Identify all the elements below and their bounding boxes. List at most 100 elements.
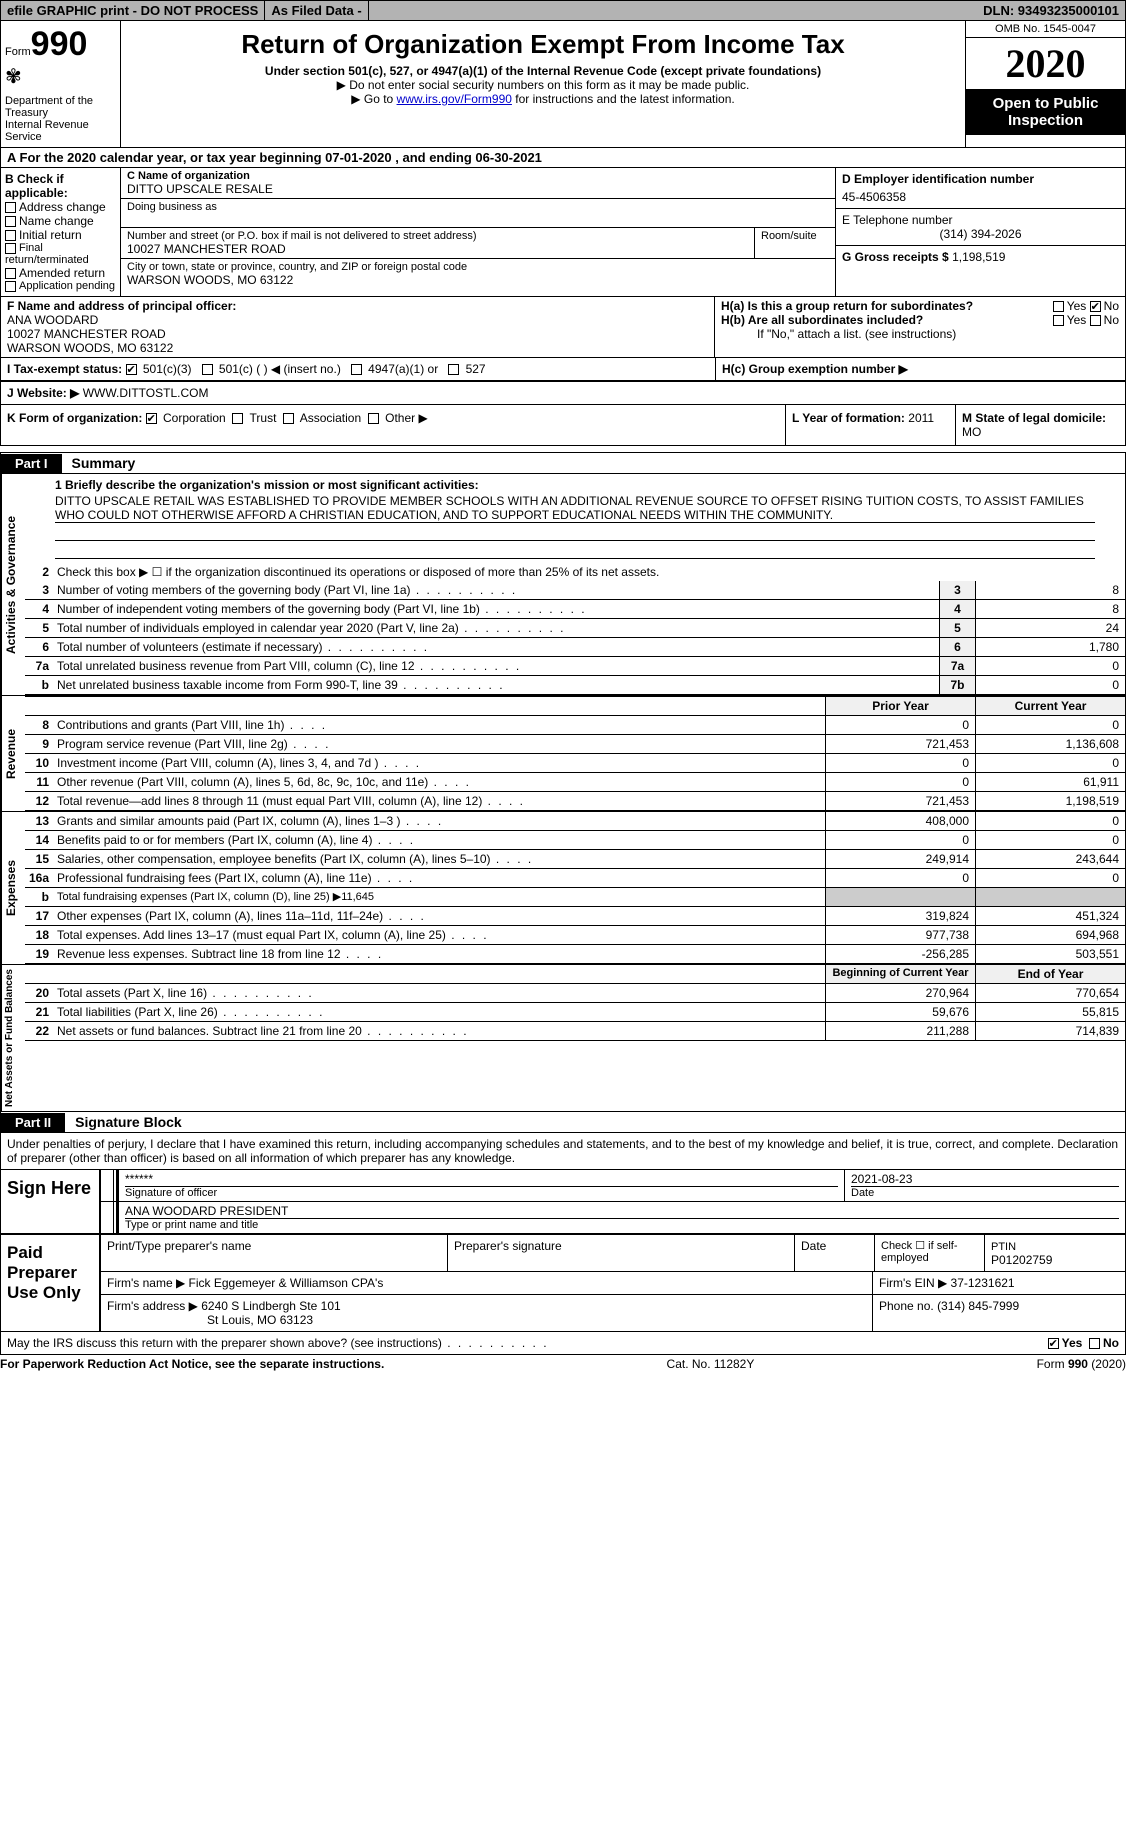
officer-city: WARSON WOODS, MO 63122 <box>7 341 708 355</box>
ptin-cell: PTINP01202759 <box>985 1235 1125 1271</box>
preparer-name-hdr: Print/Type preparer's name <box>101 1235 448 1271</box>
summary-activities: Activities & Governance 1 Briefly descri… <box>0 474 1126 696</box>
summary-line-6: 6Total number of volunteers (estimate if… <box>25 638 1125 657</box>
k-form-org: K Form of organization: ✔ Corporation Tr… <box>1 405 785 445</box>
summary-line-3: 3Number of voting members of the governi… <box>25 581 1125 600</box>
paid-preparer-label: Paid Preparer Use Only <box>1 1235 101 1331</box>
paid-preparer-block: Paid Preparer Use Only Print/Type prepar… <box>0 1234 1126 1332</box>
chk-application-pending[interactable]: Application pending <box>5 280 116 292</box>
side-revenue: Revenue <box>1 696 25 811</box>
expense-line-19: 19Revenue less expenses. Subtract line 1… <box>25 945 1125 964</box>
e-label: E Telephone number <box>842 213 1119 227</box>
block-bcde: B Check if applicable: Address change Na… <box>0 168 1126 297</box>
block-fh: F Name and address of principal officer:… <box>0 297 1126 358</box>
part2-header: Part II Signature Block <box>0 1112 1126 1133</box>
signature-block: Under penalties of perjury, I declare th… <box>0 1133 1126 1234</box>
dba-label: Doing business as <box>127 201 829 213</box>
topbar-spacer <box>369 9 977 13</box>
form-footer: Form 990 (2020) <box>1037 1357 1126 1371</box>
expense-line-b: bTotal fundraising expenses (Part IX, co… <box>25 888 1125 907</box>
netassets-line-20: 20Total assets (Part X, line 16)270,9647… <box>25 984 1125 1003</box>
expense-line-18: 18Total expenses. Add lines 13–17 (must … <box>25 926 1125 945</box>
cat-no: Cat. No. 11282Y <box>384 1357 1036 1371</box>
omb-number: OMB No. 1545-0047 <box>966 21 1125 38</box>
gross-receipts: 1,198,519 <box>952 250 1005 264</box>
chk-initial-return[interactable]: Initial return <box>5 228 116 242</box>
phone-value: (314) 394-2026 <box>842 227 1119 241</box>
firm-name: Firm's name ▶ Fick Eggemeyer & Williamso… <box>101 1272 873 1294</box>
perjury-declaration: Under penalties of perjury, I declare th… <box>1 1133 1125 1170</box>
officer-street: 10027 MANCHESTER ROAD <box>7 327 708 341</box>
line2-checkbox: Check this box ▶ ☐ if the organization d… <box>53 563 1125 581</box>
signature-date: 2021-08-23 <box>851 1172 1119 1187</box>
date-label: Date <box>851 1187 1119 1199</box>
irs-discuss-row: May the IRS discuss this return with the… <box>0 1332 1126 1355</box>
summary-line-7b: bNet unrelated business taxable income f… <box>25 676 1125 695</box>
m-state-domicile: M State of legal domicile: MO <box>955 405 1125 445</box>
expense-line-15: 15Salaries, other compensation, employee… <box>25 850 1125 869</box>
netassets-line-21: 21Total liabilities (Part X, line 26)59,… <box>25 1003 1125 1022</box>
firm-ein: Firm's EIN ▶ 37-1231621 <box>873 1272 1125 1294</box>
f-label: F Name and address of principal officer: <box>7 299 708 313</box>
dept-label: Department of the Treasury <box>5 95 116 119</box>
sign-here-label: Sign Here <box>1 1170 101 1233</box>
j-website: J Website: ▶ WWW.DITTOSTL.COM <box>1 382 715 404</box>
street-label: Number and street (or P.O. box if mail i… <box>127 230 748 242</box>
revenue-line-11: 11Other revenue (Part VIII, column (A), … <box>25 773 1125 792</box>
chk-amended-return[interactable]: Amended return <box>5 266 116 280</box>
street-address: 10027 MANCHESTER ROAD <box>127 242 748 256</box>
expense-line-16a: 16aProfessional fundraising fees (Part I… <box>25 869 1125 888</box>
hb-question: H(b) Are all subordinates included? Yes … <box>721 313 1119 327</box>
chk-final-return[interactable]: Final return/terminated <box>5 242 116 266</box>
netassets-line-22: 22Net assets or fund balances. Subtract … <box>25 1022 1125 1041</box>
bottom-row: For Paperwork Reduction Act Notice, see … <box>0 1355 1126 1373</box>
efile-notice: efile GRAPHIC print - DO NOT PROCESS <box>1 1 265 20</box>
preparer-date-hdr: Date <box>795 1235 875 1271</box>
b-label: B Check if applicable: <box>5 172 116 200</box>
city-label: City or town, state or province, country… <box>127 261 829 273</box>
i-tax-exempt: I Tax-exempt status: ✔ 501(c)(3) 501(c) … <box>1 358 715 381</box>
signature-redacted: ****** <box>125 1172 838 1187</box>
form-note2: ▶ Go to www.irs.gov/Form990 for instruct… <box>129 92 957 106</box>
sig-officer-label: Signature of officer <box>125 1187 838 1199</box>
revenue-line-8: 8Contributions and grants (Part VIII, li… <box>25 716 1125 735</box>
hc-group-exemption: H(c) Group exemption number ▶ <box>715 358 1125 381</box>
paperwork-notice: For Paperwork Reduction Act Notice, see … <box>0 1357 384 1371</box>
open-to-public: Open to Public Inspection <box>966 89 1125 135</box>
row-a-tax-year: A For the 2020 calendar year, or tax yea… <box>0 148 1126 168</box>
form-note1: ▶ Do not enter social security numbers o… <box>129 78 957 92</box>
c-name-label: C Name of organization <box>127 170 829 182</box>
self-employed-chk[interactable]: Check ☐ if self-employed <box>875 1235 985 1271</box>
dln: DLN: 93493235000101 <box>977 1 1125 20</box>
form990-link[interactable]: www.irs.gov/Form990 <box>397 92 512 106</box>
officer-name: ANA WOODARD <box>7 313 708 327</box>
officer-name-title: ANA WOODARD PRESIDENT <box>125 1204 1119 1219</box>
summary-netassets: Net Assets or Fund Balances Beginning of… <box>0 965 1126 1112</box>
form-title: Return of Organization Exempt From Incom… <box>129 29 957 60</box>
irs-discuss-q: May the IRS discuss this return with the… <box>7 1336 549 1350</box>
chk-address-change[interactable]: Address change <box>5 200 116 214</box>
summary-line-5: 5Total number of individuals employed in… <box>25 619 1125 638</box>
summary-line-4: 4Number of independent voting members of… <box>25 600 1125 619</box>
hb-note: If "No," attach a list. (see instruction… <box>721 327 1119 341</box>
l-year-formation: L Year of formation: 2011 <box>785 405 955 445</box>
top-bar: efile GRAPHIC print - DO NOT PROCESS As … <box>0 0 1126 21</box>
expense-line-13: 13Grants and similar amounts paid (Part … <box>25 812 1125 831</box>
chk-name-change[interactable]: Name change <box>5 214 116 228</box>
form-subtitle: Under section 501(c), 527, or 4947(a)(1)… <box>129 64 957 78</box>
firm-phone: Phone no. (314) 845-7999 <box>873 1295 1125 1331</box>
org-name: DITTO UPSCALE RESALE <box>127 182 829 196</box>
side-expenses: Expenses <box>1 812 25 964</box>
type-name-label: Type or print name and title <box>125 1219 1119 1231</box>
room-label: Room/suite <box>761 230 829 242</box>
ein-value: 45-4506358 <box>842 190 1119 204</box>
side-netassets: Net Assets or Fund Balances <box>1 965 25 1111</box>
revenue-line-12: 12Total revenue—add lines 8 through 11 (… <box>25 792 1125 811</box>
d-label: D Employer identification number <box>842 172 1119 186</box>
form-header: Form990 ✾ Department of the Treasury Int… <box>0 21 1126 148</box>
irs-label: Internal Revenue Service <box>5 119 116 143</box>
expense-line-14: 14Benefits paid to or for members (Part … <box>25 831 1125 850</box>
summary-expenses: Expenses 13Grants and similar amounts pa… <box>0 812 1126 965</box>
preparer-sig-hdr: Preparer's signature <box>448 1235 795 1271</box>
tax-year: 2020 <box>966 38 1125 89</box>
